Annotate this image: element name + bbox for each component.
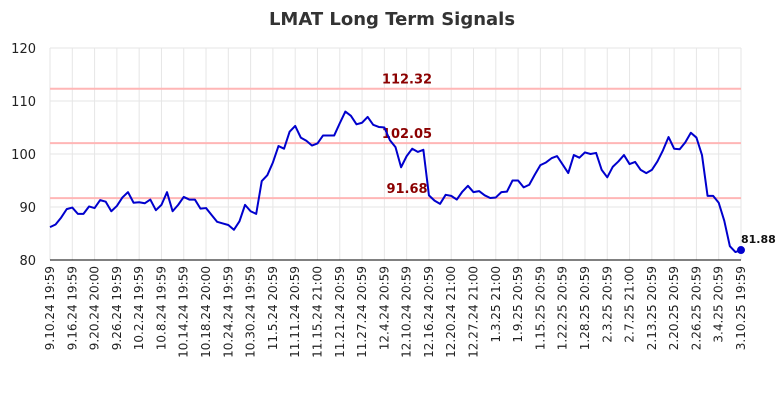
x-tick-label: 2.13.25 20:59 (645, 266, 659, 350)
y-tick-label: 80 (19, 254, 36, 269)
series-line (49, 110, 742, 254)
x-tick-label: 12.16.24 20:59 (422, 266, 436, 358)
x-tick-label: 11.27.24 20:59 (355, 266, 369, 358)
y-tick-label: 110 (11, 95, 36, 110)
signal-levels: 112.32 102.05 91.68 (50, 73, 741, 200)
x-tick-label: 9.16.24 19:59 (65, 266, 79, 350)
x-tick-label: 1.28.25 20:59 (578, 266, 592, 350)
x-tick-label: 10.18.24 20:00 (199, 266, 213, 358)
x-tick-label: 12.4.24 20:59 (377, 266, 391, 350)
x-tick-label: 1.15.25 20:59 (533, 266, 547, 350)
signal-level-label: 102.05 (382, 127, 432, 142)
x-tick-label: 2.26.25 20:59 (689, 266, 703, 350)
signal-level-label: 91.68 (386, 182, 427, 197)
x-tick-label: 3.10.25 19:59 (734, 266, 748, 350)
x-tick-label: 1.9.25 20:59 (511, 266, 525, 343)
x-tick-label: 2.20.25 20:59 (667, 266, 681, 350)
x-tick-label: 12.20.24 21:00 (444, 266, 458, 358)
x-tick-label: 2.7.25 21:00 (623, 266, 637, 343)
x-tick-label: 10.8.24 19:59 (154, 266, 168, 350)
x-tick-label: 10.30.24 19:59 (244, 266, 258, 358)
x-tick-label: 1.3.25 21:00 (489, 266, 503, 343)
chart-title: LMAT Long Term Signals (269, 9, 515, 30)
x-tick-label: 10.14.24 19:59 (177, 266, 191, 358)
price-series: 81.88 (49, 110, 776, 255)
y-tick-label: 90 (19, 201, 36, 216)
x-tick-label: 11.21.24 20:59 (333, 266, 347, 358)
x-tick-label: 3.4.25 20:59 (712, 266, 726, 343)
signal-level-label: 112.32 (382, 73, 432, 88)
x-tick-label: 11.5.24 20:59 (266, 266, 280, 350)
axes: 80 90 100 110 120 9.10.24 19:59 9.16.24 19:59 9… (11, 42, 748, 358)
x-tick-label: 12.10.24 20:59 (400, 266, 414, 358)
x-tick-label: 11.11.24 20:59 (288, 266, 302, 358)
x-tick-label: 10.24.24 19:59 (221, 266, 235, 358)
y-tick-label: 120 (11, 42, 36, 57)
x-tick-label: 9.20.24 20:00 (88, 266, 102, 350)
last-value-marker (737, 246, 745, 255)
y-tick-label: 100 (11, 148, 36, 163)
x-tick-label: 12.27.24 21:00 (467, 266, 481, 358)
x-tick-label: 9.26.24 19:59 (110, 266, 124, 350)
x-tick-label: 9.10.24 19:59 (43, 266, 57, 350)
x-tick-label: 11.15.24 21:00 (310, 266, 324, 358)
x-tick-label: 10.2.24 19:59 (132, 266, 146, 350)
x-tick-label: 2.3.25 20:59 (600, 266, 614, 343)
last-value-label: 81.88 (741, 233, 776, 246)
x-tick-label: 1.22.25 20:59 (556, 266, 570, 350)
